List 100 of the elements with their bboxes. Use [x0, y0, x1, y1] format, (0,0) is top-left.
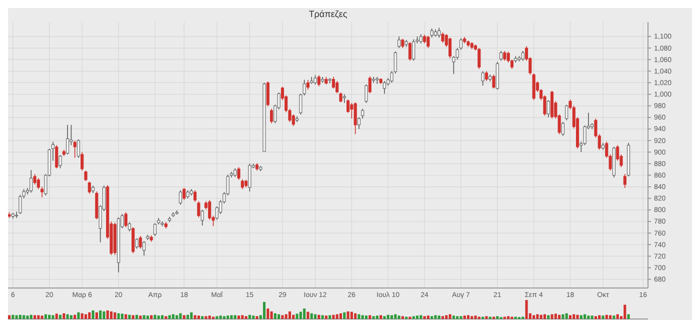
bar [426, 316, 430, 319]
bar [22, 315, 26, 319]
bar [142, 315, 146, 319]
candlestick [368, 76, 372, 94]
bar [92, 310, 94, 319]
candlestick [565, 104, 568, 121]
bar [252, 316, 255, 319]
candlestick [58, 154, 62, 169]
candlestick [398, 36, 401, 48]
candlestick [616, 144, 620, 162]
bar [226, 316, 230, 319]
bar [128, 314, 131, 319]
bar [358, 314, 360, 319]
candlestick [55, 144, 58, 169]
bar [270, 311, 273, 319]
candlestick [80, 152, 84, 172]
bar [390, 315, 394, 319]
bar [88, 312, 91, 319]
candlestick [441, 32, 444, 44]
bar [30, 314, 32, 319]
bar [292, 314, 295, 319]
bar [124, 314, 128, 319]
bar [102, 311, 106, 319]
bar [176, 315, 178, 319]
bar [354, 313, 357, 319]
bar [237, 316, 240, 319]
bar [445, 315, 448, 319]
candlestick [88, 181, 91, 194]
bar [420, 315, 422, 319]
bar [219, 316, 222, 319]
bar [208, 316, 211, 319]
bar [394, 314, 397, 319]
bar [190, 312, 193, 319]
bar [434, 315, 437, 319]
bar [380, 315, 382, 319]
candlestick [561, 122, 564, 136]
bar [416, 316, 419, 319]
bar [154, 314, 156, 319]
bar [343, 312, 346, 319]
bar [576, 314, 579, 319]
candlestick [84, 170, 88, 182]
bar [74, 314, 76, 319]
bar [241, 315, 244, 319]
bar [120, 314, 124, 319]
bar [324, 316, 328, 319]
bar [558, 314, 561, 319]
bar [135, 314, 138, 319]
bar [266, 308, 270, 319]
bar [339, 313, 342, 319]
bar [278, 314, 280, 319]
candlestick [197, 200, 200, 218]
bar [306, 312, 310, 319]
bar [44, 314, 47, 319]
candlestick [336, 80, 339, 94]
bar [146, 316, 149, 319]
bar [383, 316, 386, 319]
candlestick [484, 70, 488, 82]
candlestick [266, 81, 270, 107]
bar [157, 316, 160, 319]
bar [609, 315, 612, 319]
bar [274, 313, 276, 319]
bar [110, 311, 113, 319]
bar [201, 316, 204, 319]
bar [470, 316, 474, 319]
bar [598, 315, 601, 319]
bar [40, 316, 44, 319]
candlestick [124, 212, 128, 228]
bar [590, 316, 594, 319]
candlestick [240, 178, 244, 190]
bar [284, 314, 288, 319]
candlestick [419, 34, 422, 44]
bar [248, 314, 251, 319]
bar [106, 310, 109, 319]
bar [164, 316, 168, 319]
bar [466, 315, 470, 319]
bar [281, 315, 284, 319]
bar [288, 311, 292, 319]
candlestick [478, 48, 481, 70]
bar [532, 315, 536, 319]
bar [234, 315, 236, 319]
bar [562, 314, 564, 319]
bar [605, 314, 608, 319]
candlestick [623, 174, 626, 188]
bar [310, 313, 313, 319]
bar [386, 314, 390, 319]
bar [463, 316, 466, 319]
candlestick [354, 102, 357, 135]
candlestick [138, 236, 142, 250]
bar [448, 314, 452, 319]
candlestick [332, 76, 335, 89]
bar [55, 314, 58, 319]
bar [179, 313, 182, 319]
bar [441, 316, 444, 319]
bar [318, 314, 320, 319]
bar [62, 313, 66, 319]
bar [547, 315, 550, 319]
candlestick [426, 35, 430, 48]
candlestick [306, 79, 310, 90]
bar [186, 314, 190, 319]
bar [114, 312, 116, 319]
